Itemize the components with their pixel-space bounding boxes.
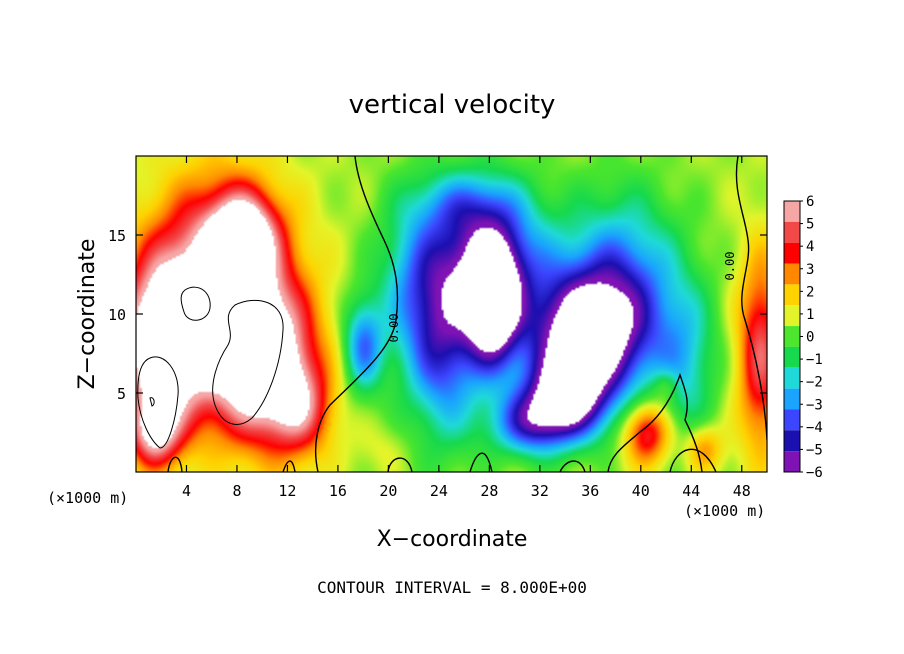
x-unit-label-right: (×1000 m) xyxy=(684,502,765,520)
zero-contour-line xyxy=(735,156,767,441)
inner-contours xyxy=(137,286,284,449)
x-tick-label: 4 xyxy=(182,482,191,500)
colorbar-swatch xyxy=(784,221,800,243)
zero-contour-line xyxy=(469,452,493,472)
x-tick-label: 16 xyxy=(329,482,347,500)
colorbar-label: 1 xyxy=(806,307,814,323)
colorbar-swatch xyxy=(784,284,800,306)
colorbar-label: −2 xyxy=(806,375,823,391)
colorbar-label: 5 xyxy=(806,217,814,233)
colorbar-swatch xyxy=(784,430,800,452)
x-tick-label: 8 xyxy=(232,482,241,500)
colorbar-label: −3 xyxy=(806,397,823,413)
velocity-heatmap xyxy=(136,156,767,472)
colorbar-label: 2 xyxy=(806,284,814,300)
colorbar-swatch xyxy=(784,263,800,285)
colorbar-label: 4 xyxy=(806,239,814,255)
colorbar-label: 3 xyxy=(806,262,814,278)
colorbar-label: −1 xyxy=(806,352,823,368)
colorbar-label: −4 xyxy=(806,420,823,436)
y-tick-label: 10 xyxy=(108,306,126,324)
colorbar-swatch xyxy=(784,305,800,327)
contour-label: 0.00 xyxy=(387,314,401,343)
x-tick-label: 48 xyxy=(733,482,751,500)
contour-interval-note: CONTOUR INTERVAL = 8.000E+00 xyxy=(317,578,587,597)
colorbar-swatch xyxy=(784,367,800,389)
x-tick-label: 28 xyxy=(480,482,498,500)
zero-contour-line xyxy=(607,372,703,472)
x-tick-label: 44 xyxy=(682,482,700,500)
zero-contours xyxy=(167,156,767,472)
colorbar-swatch xyxy=(784,242,800,264)
colorbar-label: 0 xyxy=(806,330,814,346)
x-tick-label: 24 xyxy=(430,482,448,500)
colorbar-label: 6 xyxy=(806,194,814,210)
x-tick-label: 32 xyxy=(531,482,549,500)
colorbar-swatch xyxy=(784,409,800,431)
x-axis: 4 8 12 16 20 24 28 32 36 40 44 48 xyxy=(182,156,751,500)
y-axis: 5 10 15 xyxy=(108,227,767,403)
colorbar-swatch xyxy=(784,346,800,368)
x-tick-label: 20 xyxy=(379,482,397,500)
inner-contour-line xyxy=(212,299,284,425)
chart-title: vertical velocity xyxy=(349,90,556,120)
x-unit-label-left: (×1000 m) xyxy=(47,489,128,507)
plot-area: 0.00 0.00 xyxy=(136,156,767,472)
x-tick-label: 40 xyxy=(632,482,650,500)
zero-contour-line xyxy=(167,456,183,472)
colorbar-label: −6 xyxy=(806,465,823,481)
inner-contour-line xyxy=(137,356,179,449)
inner-contour-line xyxy=(180,286,211,321)
colorbar-swatch xyxy=(784,326,800,347)
colorbar-swatch xyxy=(784,201,800,222)
y-tick-label: 15 xyxy=(108,227,126,245)
x-tick-label: 36 xyxy=(581,482,599,500)
zero-contour-line xyxy=(559,460,586,472)
y-tick-label: 5 xyxy=(117,385,126,403)
zero-contour-line xyxy=(282,460,296,472)
zero-contour-line xyxy=(315,156,399,472)
contour-label: 0.00 xyxy=(723,252,737,281)
y-axis-title: Z−coordinate xyxy=(75,239,100,390)
inner-contour-line xyxy=(149,397,155,407)
colorbar: 6 5 4 3 2 1 0 −1 −2 −3 −4 −5 −6 xyxy=(783,194,823,481)
colorbar-swatch xyxy=(784,451,800,472)
colorbar-swatch xyxy=(784,388,800,410)
x-axis-title: X−coordinate xyxy=(377,527,528,552)
x-tick-label: 12 xyxy=(278,482,296,500)
colorbar-label: −5 xyxy=(806,442,823,458)
zero-contour-line xyxy=(669,448,717,472)
